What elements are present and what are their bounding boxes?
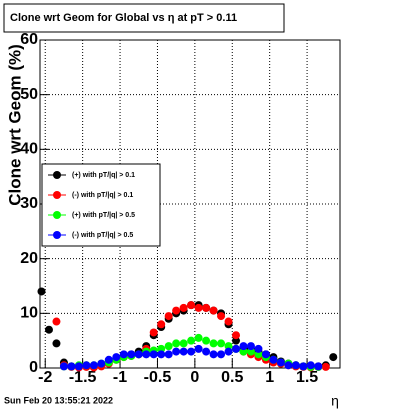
data-point: [59, 362, 68, 371]
y-tick-label: 50: [20, 86, 38, 103]
x-tick-label: -1: [113, 369, 127, 386]
data-point: [127, 350, 136, 359]
data-point: [209, 339, 218, 348]
title-box: [3, 3, 285, 33]
y-axis-label: Clone wrt Geom (%): [5, 44, 24, 206]
data-point: [179, 339, 188, 348]
data-point: [149, 328, 158, 337]
legend-marker: [53, 231, 61, 239]
data-point: [179, 303, 188, 312]
x-tick-label: -0.5: [144, 369, 172, 386]
data-point: [89, 361, 98, 370]
data-point: [217, 350, 226, 359]
data-point: [172, 347, 181, 356]
data-point: [232, 331, 241, 340]
data-point: [224, 317, 233, 326]
data-point: [164, 342, 173, 351]
legend-label: (+) with pT/|q| > 0.1: [72, 172, 135, 179]
data-point: [314, 362, 323, 371]
data-point: [224, 347, 233, 356]
y-tick-label: 20: [20, 250, 38, 267]
data-point: [261, 350, 270, 359]
data-point: [232, 344, 241, 353]
data-point: [157, 350, 166, 359]
data-point: [291, 361, 300, 370]
data-point: [299, 362, 308, 371]
data-point: [164, 350, 173, 359]
legend-label: (+) with pT/|q| > 0.5: [72, 212, 135, 219]
legend-label: (-) with pT/|q| > 0.5: [72, 232, 133, 239]
data-point: [119, 350, 128, 359]
data-point: [276, 358, 285, 367]
data-point: [37, 287, 46, 296]
data-point: [52, 317, 61, 326]
data-point: [194, 333, 203, 342]
data-point: [202, 347, 211, 356]
x-tick-label: 1.5: [296, 369, 318, 386]
data-point: [104, 355, 113, 364]
data-point: [142, 350, 151, 359]
legend-box: [41, 163, 161, 247]
data-point: [329, 353, 338, 362]
data-point: [246, 347, 255, 356]
y-tick-label: 0: [29, 359, 38, 376]
data-point: [157, 344, 166, 353]
data-point: [172, 339, 181, 348]
data-point: [149, 350, 158, 359]
data-point: [194, 344, 203, 353]
x-axis-label: η: [331, 393, 339, 409]
data-point: [239, 342, 248, 351]
data-point: [82, 361, 91, 370]
x-tick-label: 0: [190, 369, 199, 386]
y-tick-label: 40: [20, 141, 38, 158]
legend-label: (-) with pT/|q| > 0.1: [72, 192, 133, 199]
data-point: [217, 339, 226, 348]
data-point: [187, 301, 196, 310]
legend-marker: [53, 211, 61, 219]
x-tick-label: 1: [265, 369, 274, 386]
data-point: [74, 362, 83, 371]
data-point: [194, 303, 203, 312]
data-point: [97, 359, 106, 368]
legend-marker: [53, 191, 61, 199]
data-point: [254, 344, 263, 353]
data-point: [209, 306, 218, 315]
legend-marker: [53, 171, 61, 179]
date-stamp: Sun Feb 20 13:55:21 2022: [4, 395, 113, 405]
data-point: [67, 362, 76, 371]
data-point: [179, 347, 188, 356]
data-point: [112, 353, 121, 362]
data-point: [306, 361, 315, 370]
data-point: [209, 350, 218, 359]
data-point: [269, 355, 278, 364]
y-tick-label: 60: [20, 31, 38, 48]
data-point: [224, 342, 233, 351]
data-point: [172, 306, 181, 315]
data-point: [202, 336, 211, 345]
x-tick-label: -1.5: [69, 369, 97, 386]
data-point: [202, 303, 211, 312]
data-point: [187, 347, 196, 356]
data-point: [239, 347, 248, 356]
y-tick-label: 30: [20, 195, 38, 212]
data-point: [187, 336, 196, 345]
data-point: [246, 342, 255, 351]
y-tick-label: 10: [20, 305, 38, 322]
data-point: [134, 350, 143, 359]
data-point: [232, 336, 241, 345]
data-point: [157, 320, 166, 329]
data-point: [44, 325, 53, 334]
data-point: [254, 350, 263, 359]
data-point: [52, 339, 61, 348]
data-point: [217, 312, 226, 321]
x-tick-label: -2: [38, 369, 52, 386]
data-point: [164, 312, 173, 321]
x-tick-label: 0.5: [221, 369, 243, 386]
data-point: [321, 362, 330, 371]
data-point: [284, 361, 293, 370]
chart-title: Clone wrt Geom for Global vs η at pT > 0…: [10, 12, 237, 24]
